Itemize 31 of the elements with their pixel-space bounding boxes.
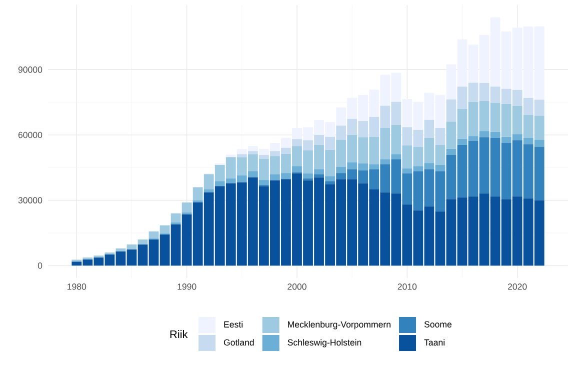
bar	[325, 181, 335, 184]
bar	[170, 213, 181, 222]
x-tick-label: 2020	[508, 284, 527, 290]
y-tick-label: 0	[38, 262, 42, 269]
bar	[248, 151, 258, 154]
legend-title: Riik	[170, 330, 188, 338]
x-tick-label: 1990	[178, 284, 196, 290]
bar	[182, 202, 192, 212]
y-tick-label: 30000	[18, 197, 42, 204]
legend-label: Soome	[424, 321, 452, 328]
bar	[236, 154, 247, 158]
x-tick-label: 2010	[398, 284, 417, 290]
x-tick-label: 2000	[288, 284, 306, 290]
x-tick-label: 1980	[68, 284, 86, 290]
bar	[446, 148, 456, 155]
bar	[380, 159, 390, 164]
y-tick-label: 90000	[18, 66, 42, 73]
bar	[314, 174, 324, 178]
legend-label: Taani	[424, 339, 444, 346]
bar	[258, 180, 269, 186]
bar	[325, 176, 335, 182]
legend-label: Gotland	[224, 339, 254, 346]
legend-label: Eesti	[224, 321, 242, 328]
bar	[138, 239, 148, 244]
bar	[292, 166, 302, 172]
bar	[204, 189, 214, 192]
y-tick-label: 60000	[18, 132, 42, 138]
legend-label: Schleswig-Holstein	[288, 339, 362, 348]
bar	[226, 154, 236, 158]
legend-label: Mecklenburg-Vorpommern	[288, 321, 390, 330]
bar	[391, 154, 402, 160]
